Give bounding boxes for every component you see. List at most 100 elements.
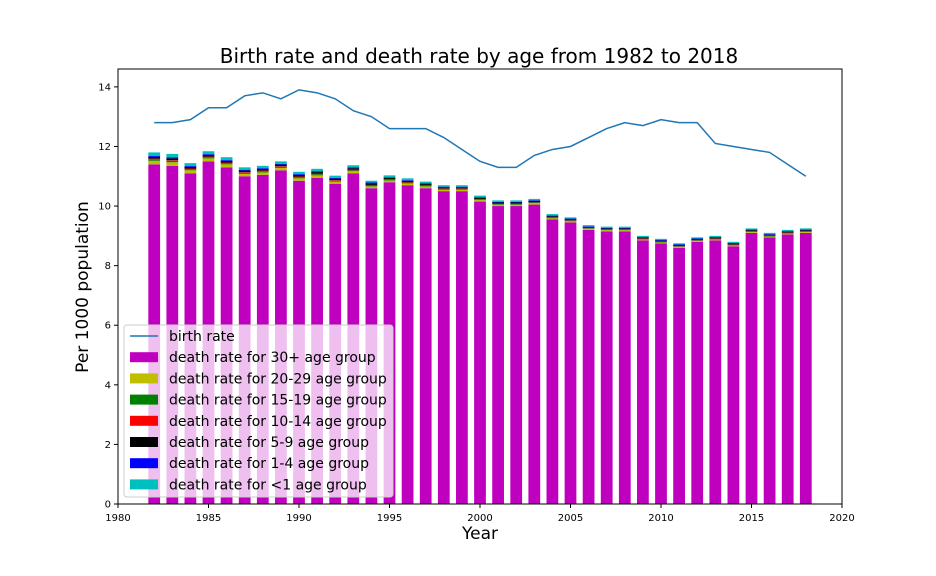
bar-segment-1983-s3 — [166, 160, 179, 161]
bar-segment-2006-s2 — [582, 228, 595, 229]
legend-label-6: death rate for 1-4 age group — [169, 456, 369, 472]
y-tick-label-2: 2 — [105, 440, 111, 451]
bar-segment-2014-s6 — [727, 241, 740, 243]
bar-segment-1982-s4 — [148, 156, 161, 159]
bar-segment-2007-s6 — [600, 226, 613, 228]
chart-title: Birth rate and death rate by age from 19… — [220, 44, 738, 68]
bar-segment-2006-s5 — [582, 226, 595, 227]
bar-segment-2003-s4 — [528, 200, 541, 203]
bar-segment-2013-s0 — [709, 240, 722, 504]
bar-segment-1988-s4 — [256, 169, 269, 171]
legend-swatch-4 — [130, 415, 158, 426]
bar-segment-1997-s2 — [419, 185, 432, 187]
bar-segment-2012-s5 — [691, 238, 704, 240]
bar-segment-1998-s1 — [437, 189, 450, 192]
bar-segment-1998-s2 — [437, 188, 450, 190]
bar-segment-2014-s0 — [727, 246, 740, 504]
bar-segment-1996-s4 — [401, 180, 414, 182]
bar-segment-2009-s4 — [637, 237, 649, 239]
bar-segment-2015-s2 — [745, 231, 758, 232]
bar-segment-1986-s6 — [220, 157, 233, 161]
bar-segment-2008-s2 — [618, 229, 631, 231]
bar-segment-1993-s4 — [347, 168, 360, 170]
legend-swatch-2 — [130, 373, 158, 384]
bar-segment-1985-s5 — [202, 154, 215, 156]
legend-label-5: death rate for 5-9 age group — [169, 435, 369, 451]
bar-segment-2001-s0 — [492, 206, 504, 505]
bar-segment-1995-s1 — [383, 180, 396, 183]
bar-segment-2005-s1 — [564, 221, 577, 223]
bar-segment-2005-s2 — [564, 220, 577, 222]
bar-segment-2008-s6 — [618, 226, 631, 228]
x-tick-label-2005: 2005 — [558, 513, 583, 524]
legend-label-1: death rate for 30+ age group — [169, 350, 376, 366]
bar-segment-2018-s1 — [799, 231, 812, 233]
bar-segment-2011-s0 — [673, 247, 685, 504]
bar-segment-1994-s5 — [365, 182, 378, 184]
y-tick-label-10: 10 — [98, 202, 111, 213]
bar-segment-2007-s2 — [600, 229, 613, 231]
bar-segment-2007-s4 — [600, 228, 613, 230]
bar-segment-2018-s5 — [799, 229, 812, 231]
bar-segment-1982-s3 — [148, 158, 161, 160]
bar-segment-2012-s0 — [691, 241, 704, 504]
legend-label-2: death rate for 20-29 age group — [169, 371, 387, 387]
bar-segment-1990-s2 — [293, 177, 305, 179]
bar-segment-1987-s5 — [238, 169, 251, 171]
bar-segment-1993-s2 — [347, 170, 360, 172]
bar-segment-2004-s4 — [546, 216, 559, 218]
bar-segment-2013-s2 — [709, 238, 722, 240]
bar-segment-1986-s3 — [220, 162, 233, 164]
bar-segment-2010-s4 — [655, 240, 667, 242]
bar-segment-1990-s1 — [293, 178, 305, 181]
bar-segment-1991-s6 — [311, 168, 323, 172]
bar-segment-1985-s1 — [202, 158, 215, 162]
bar-segment-2009-s0 — [637, 240, 649, 504]
bar-segment-2002-s1 — [510, 204, 523, 207]
bar-segment-2013-s5 — [709, 237, 722, 238]
bar-segment-2002-s5 — [510, 201, 523, 203]
legend-swatch-7 — [130, 479, 158, 490]
y-tick-label-12: 12 — [98, 142, 111, 153]
x-tick-label-2000: 2000 — [467, 513, 492, 524]
bar-segment-1990-s5 — [293, 174, 305, 176]
bar-segment-2009-s1 — [637, 239, 649, 241]
bar-segment-2014-s5 — [727, 243, 740, 244]
bar-segment-1983-s4 — [166, 158, 179, 161]
bar-segment-1997-s1 — [419, 186, 432, 189]
bar-segment-2010-s1 — [655, 242, 667, 244]
bar-segment-1989-s2 — [275, 166, 287, 168]
bar-segment-2013-s4 — [709, 237, 722, 239]
bar-segment-2000-s6 — [474, 195, 486, 198]
bar-segment-2001-s6 — [492, 200, 504, 202]
bar-segment-1996-s5 — [401, 180, 414, 181]
bar-segment-2012-s2 — [691, 240, 704, 241]
bar-segment-1999-s1 — [456, 189, 468, 192]
bar-segment-2001-s1 — [492, 204, 504, 207]
bar-segment-1998-s4 — [437, 187, 450, 189]
bar-segment-2000-s4 — [474, 197, 486, 199]
bar-segment-1996-s2 — [401, 182, 414, 184]
bar-segment-1987-s1 — [238, 173, 251, 177]
bar-segment-2017-s6 — [781, 229, 794, 232]
bar-segment-1987-s2 — [238, 172, 251, 174]
bar-segment-2006-s0 — [582, 229, 595, 504]
bar-segment-2017-s4 — [781, 231, 794, 233]
bar-segment-2016-s0 — [763, 237, 776, 504]
bar-segment-1991-s1 — [311, 175, 323, 178]
x-tick-label-1985: 1985 — [196, 513, 221, 524]
bar-segment-1985-s2 — [202, 157, 215, 159]
legend-swatch-5 — [130, 437, 158, 447]
bar-segment-2014-s2 — [727, 244, 740, 246]
bar-segment-2012-s4 — [691, 239, 704, 241]
bar-segment-2011-s4 — [673, 245, 685, 246]
bar-segment-1994-s2 — [365, 185, 378, 187]
bar-segment-1992-s1 — [329, 181, 342, 184]
legend-box — [123, 324, 394, 498]
bar-segment-2011-s5 — [673, 244, 685, 246]
y-tick-label-6: 6 — [105, 321, 111, 332]
bar-segment-1992-s5 — [329, 177, 342, 179]
bar-segment-1987-s6 — [238, 167, 251, 170]
birth-rate-line-layer — [154, 89, 807, 177]
x-tick-label-1990: 1990 — [286, 513, 311, 524]
